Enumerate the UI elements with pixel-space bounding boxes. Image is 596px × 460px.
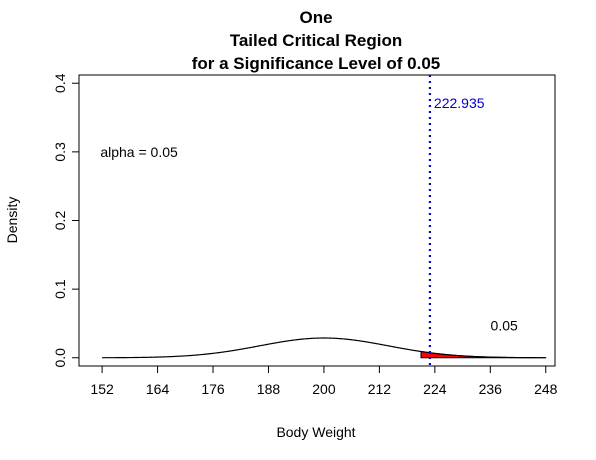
y-tick-label: 0.4 <box>52 73 68 93</box>
title-line-3: for a Significance Level of 0.05 <box>192 54 440 73</box>
density-curve <box>102 337 546 359</box>
x-tick-label: 164 <box>146 381 170 397</box>
x-tick-label: 224 <box>423 381 447 397</box>
x-tick-label: 176 <box>201 381 225 397</box>
plot-frame <box>78 74 556 367</box>
x-tick-label: 212 <box>368 381 392 397</box>
y-axis: 0.0 0.1 0.2 0.3 0.4 <box>52 73 80 368</box>
annotation-layer: alpha = 0.05 0.05 <box>100 144 518 334</box>
critical-line-layer: 222.935 <box>428 75 485 366</box>
x-tick-label: 152 <box>90 381 114 397</box>
y-axis-label: Density <box>4 197 20 244</box>
density-curve-layer <box>102 337 546 359</box>
title-line-2: Tailed Critical Region <box>230 31 403 50</box>
y-tick-label: 0.1 <box>52 279 68 299</box>
x-tick-label: 200 <box>312 381 336 397</box>
x-axis-label: Body Weight <box>276 424 355 440</box>
annotation-text: 0.05 <box>491 318 518 334</box>
y-tick-label: 0.2 <box>52 211 68 231</box>
chart-title: One Tailed Critical Region for a Signifi… <box>192 8 440 73</box>
title-line-1: One <box>299 8 332 27</box>
x-axis: 152 164 176 188 200 212 224 236 248 <box>90 365 558 397</box>
critical-value-label: 222.935 <box>434 95 485 111</box>
annotation-text: alpha = 0.05 <box>100 144 178 160</box>
x-tick-label: 248 <box>534 381 558 397</box>
y-tick-label: 0.0 <box>52 348 68 368</box>
x-tick-label: 236 <box>479 381 503 397</box>
x-tick-label: 188 <box>257 381 281 397</box>
y-tick-label: 0.3 <box>52 142 68 162</box>
